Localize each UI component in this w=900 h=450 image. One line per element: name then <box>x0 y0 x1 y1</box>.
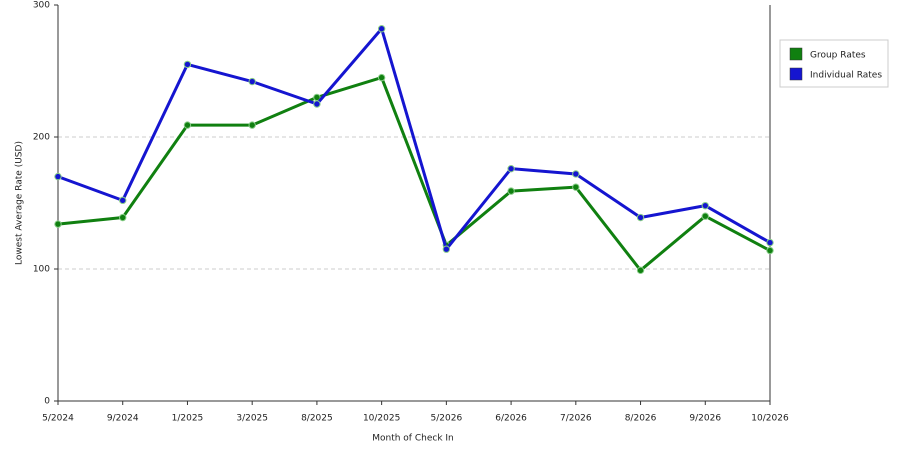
x-tick-label: 9/2024 <box>107 414 139 424</box>
x-axis-label: Month of Check In <box>372 434 454 444</box>
x-tick-label: 9/2026 <box>689 414 721 424</box>
legend-label: Individual Rates <box>810 71 882 81</box>
y-tick-label: 200 <box>33 133 50 143</box>
y-tick-label: 100 <box>33 265 50 275</box>
point <box>377 25 386 33</box>
point <box>183 60 192 69</box>
legend-swatch <box>789 47 803 61</box>
point <box>248 121 256 129</box>
point <box>248 77 256 86</box>
y-axis-label: Lowest Average Rate (USD) <box>15 141 25 265</box>
point <box>701 201 709 210</box>
x-tick-label: 5/2024 <box>42 414 74 424</box>
x-tick-label: 8/2025 <box>301 414 333 424</box>
point <box>572 170 580 178</box>
legend-swatch <box>789 67 803 81</box>
point <box>766 246 774 255</box>
x-tick-label: 10/2025 <box>363 414 400 424</box>
y-tick-label: 300 <box>33 1 50 11</box>
point <box>572 183 580 191</box>
point <box>119 196 127 205</box>
point <box>507 187 515 195</box>
x-tick-label: 5/2026 <box>431 414 463 424</box>
series-line <box>57 76 771 272</box>
point <box>313 100 321 108</box>
legend-label: Group Rates <box>810 51 866 61</box>
y-tick-label: 0 <box>44 397 50 407</box>
x-tick-label: 10/2026 <box>751 414 789 424</box>
point <box>636 213 645 222</box>
point <box>636 266 645 275</box>
x-tick-label: 7/2026 <box>560 414 592 424</box>
point <box>442 245 451 253</box>
point <box>377 73 386 82</box>
point <box>766 238 774 247</box>
x-tick-label: 1/2025 <box>172 414 204 424</box>
x-tick-label: 3/2025 <box>236 414 268 424</box>
point <box>54 220 62 228</box>
point <box>507 164 515 173</box>
x-tick-label: 8/2026 <box>625 414 657 424</box>
point <box>701 212 709 220</box>
series-line <box>57 27 771 251</box>
point <box>54 172 62 181</box>
point <box>119 213 127 222</box>
point <box>183 121 192 129</box>
x-tick-label: 6/2026 <box>495 414 527 424</box>
